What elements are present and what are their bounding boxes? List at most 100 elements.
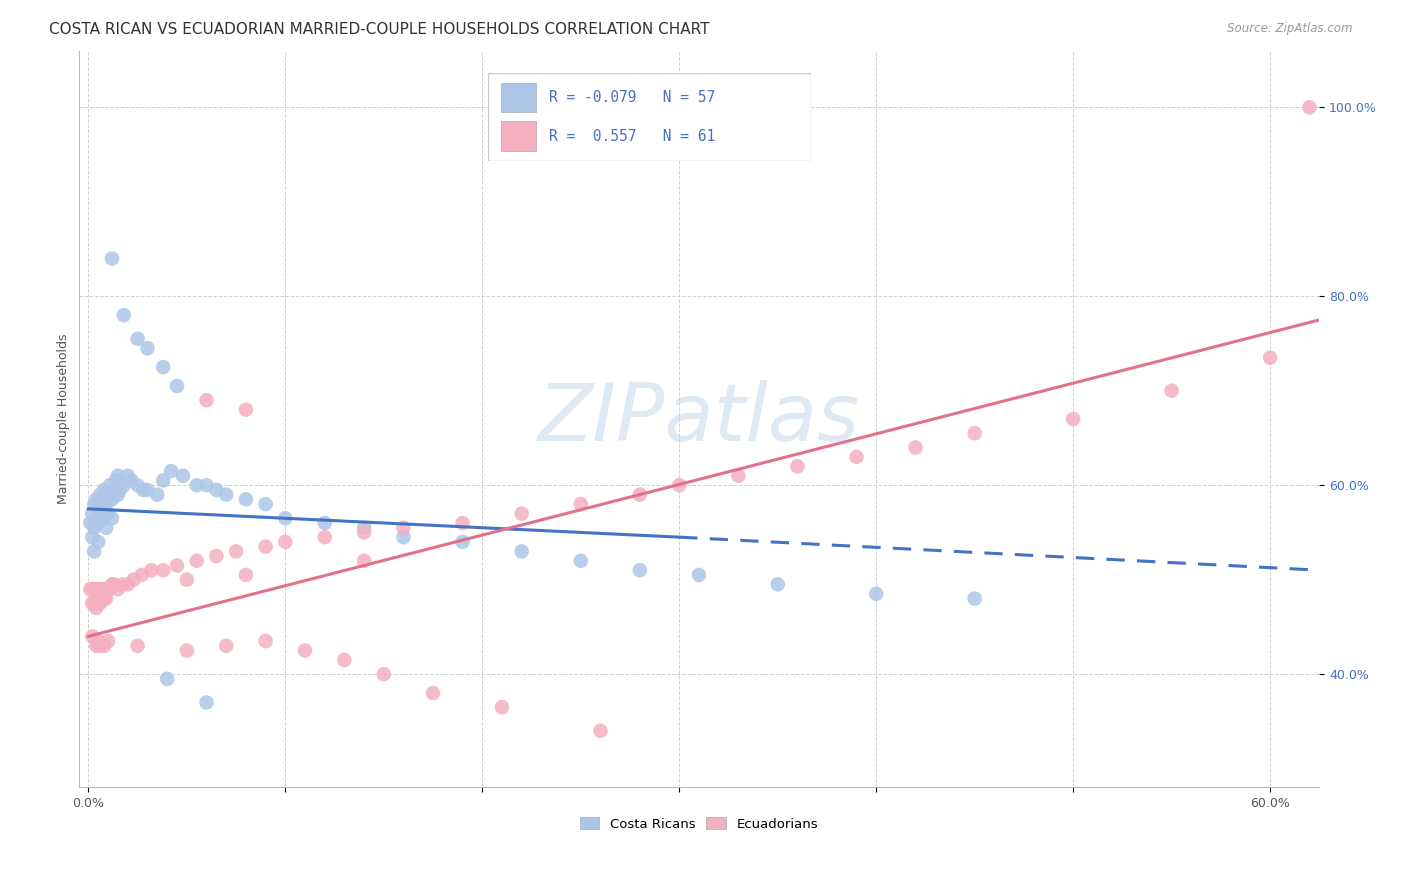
Point <box>83 544 105 558</box>
Point <box>152 474 174 488</box>
Point <box>166 558 188 573</box>
Point <box>93 582 115 596</box>
Point <box>93 483 115 497</box>
Point <box>87 634 110 648</box>
Point <box>83 497 105 511</box>
Text: COSTA RICAN VS ECUADORIAN MARRIED-COUPLE HOUSEHOLDS CORRELATION CHART: COSTA RICAN VS ECUADORIAN MARRIED-COUPLE… <box>49 22 710 37</box>
Point <box>235 402 257 417</box>
Point <box>152 563 174 577</box>
Point <box>84 639 107 653</box>
Point <box>146 488 169 502</box>
Point <box>131 568 153 582</box>
Point <box>82 596 104 610</box>
Point <box>254 540 277 554</box>
Point <box>589 723 612 738</box>
Point <box>101 252 124 266</box>
Point <box>166 379 188 393</box>
Point <box>195 393 218 408</box>
Point <box>103 483 125 497</box>
Point <box>274 534 297 549</box>
Point <box>152 360 174 375</box>
Point <box>84 511 107 525</box>
Point <box>235 492 257 507</box>
Point <box>160 464 183 478</box>
Point <box>82 507 104 521</box>
Point <box>195 696 218 710</box>
Point <box>353 521 375 535</box>
Point <box>91 591 114 606</box>
Point <box>79 582 101 596</box>
Point <box>688 568 710 582</box>
Point <box>101 492 124 507</box>
Point <box>136 341 159 355</box>
Point <box>195 478 218 492</box>
Point <box>94 521 117 535</box>
Point <box>93 501 115 516</box>
Point <box>1258 351 1281 365</box>
Point <box>98 478 121 492</box>
Point <box>91 582 114 596</box>
Point <box>1160 384 1182 398</box>
Point <box>569 497 592 511</box>
Point <box>104 474 127 488</box>
Point <box>101 511 124 525</box>
Point <box>353 554 375 568</box>
Point <box>491 700 513 714</box>
Point <box>94 582 117 596</box>
Point <box>176 573 198 587</box>
Point <box>82 629 104 643</box>
Point <box>122 573 145 587</box>
Y-axis label: Married-couple Households: Married-couple Households <box>58 334 70 504</box>
Point <box>865 587 887 601</box>
Point <box>1062 412 1084 426</box>
Point <box>156 672 179 686</box>
Point <box>117 468 139 483</box>
Point <box>89 488 111 502</box>
Point <box>79 799 101 814</box>
Point <box>904 441 927 455</box>
Point <box>132 483 155 497</box>
Point <box>963 591 986 606</box>
Point <box>294 643 316 657</box>
Point <box>628 488 651 502</box>
Point <box>254 634 277 648</box>
Point <box>89 582 111 596</box>
Point <box>107 468 129 483</box>
Point <box>510 544 533 558</box>
Point <box>766 577 789 591</box>
Point <box>172 468 194 483</box>
Point <box>97 488 120 502</box>
Point <box>121 474 143 488</box>
Point <box>845 450 868 464</box>
Point <box>1298 100 1320 114</box>
Point <box>628 563 651 577</box>
Point <box>83 521 105 535</box>
Point <box>136 483 159 497</box>
Point <box>235 568 257 582</box>
Point <box>89 507 111 521</box>
Point <box>333 653 356 667</box>
Point <box>254 497 277 511</box>
Point <box>274 511 297 525</box>
Point <box>510 507 533 521</box>
Point <box>97 634 120 648</box>
Point <box>668 478 690 492</box>
Point <box>87 516 110 530</box>
Point <box>373 667 395 681</box>
Point <box>112 478 135 492</box>
Point <box>84 587 107 601</box>
Point <box>84 601 107 615</box>
Point <box>186 478 208 492</box>
Point <box>215 639 238 653</box>
Point <box>83 596 105 610</box>
Point <box>205 549 228 563</box>
Point <box>963 426 986 441</box>
Point <box>94 591 117 606</box>
Point <box>103 577 125 591</box>
Point <box>422 686 444 700</box>
Point <box>82 530 104 544</box>
Point <box>186 554 208 568</box>
Point <box>87 596 110 610</box>
Point <box>127 478 149 492</box>
Point <box>392 530 415 544</box>
